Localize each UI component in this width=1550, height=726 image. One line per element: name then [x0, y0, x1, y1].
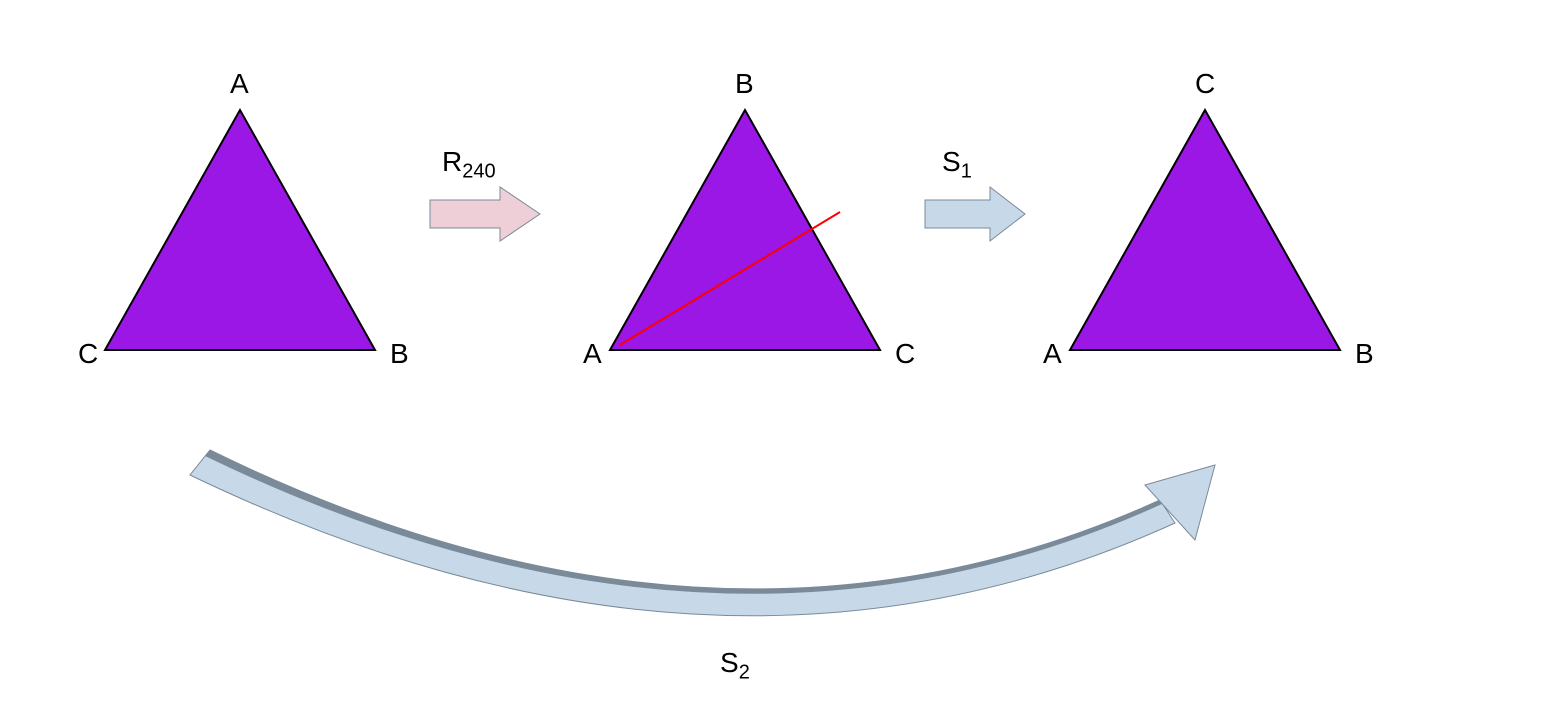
vertex-label-t2-top: B: [735, 68, 754, 100]
vertex-label-t3-top: C: [1195, 68, 1215, 100]
label-r240: R240: [442, 146, 496, 184]
arrow-r240: [430, 187, 540, 241]
diagram-canvas: [0, 0, 1550, 726]
vertex-label-t1-right: B: [390, 338, 409, 370]
vertex-label-t2-left: A: [583, 338, 602, 370]
vertex-label-t1-left: C: [78, 338, 98, 370]
vertex-label-t3-left: A: [1043, 338, 1062, 370]
triangle-2: [610, 110, 880, 350]
arrow-s1: [925, 187, 1025, 241]
vertex-label-t2-right: C: [895, 338, 915, 370]
label-s2: S2: [720, 647, 750, 685]
vertex-label-t1-top: A: [230, 68, 249, 100]
arrow-s2: [190, 450, 1215, 616]
vertex-label-t3-right: B: [1355, 338, 1374, 370]
label-s1: S1: [942, 146, 972, 184]
triangle-1: [105, 110, 375, 350]
triangle-3: [1070, 110, 1340, 350]
